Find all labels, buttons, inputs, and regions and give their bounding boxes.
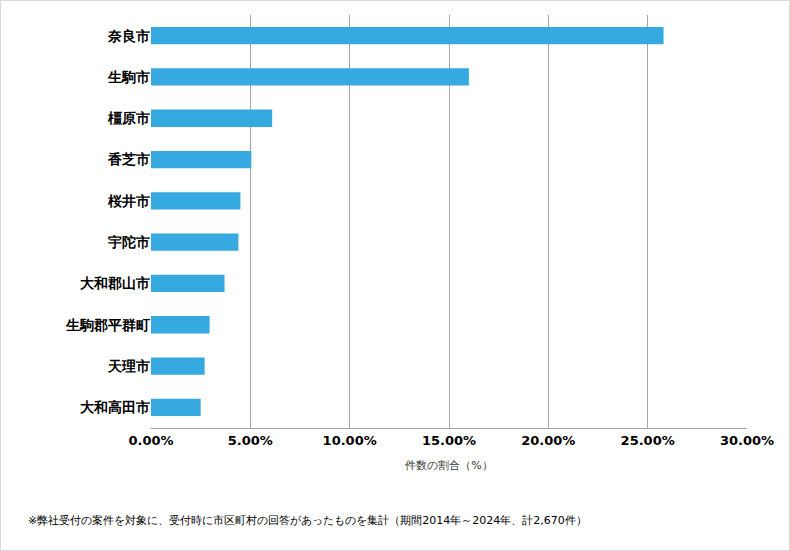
svg-text:生駒郡平群町: 生駒郡平群町 bbox=[65, 317, 150, 333]
svg-text:大和郡山市: 大和郡山市 bbox=[80, 275, 150, 291]
svg-text:25.00%: 25.00% bbox=[621, 433, 675, 448]
svg-text:橿原市: 橿原市 bbox=[107, 110, 150, 126]
svg-text:生駒市: 生駒市 bbox=[107, 69, 150, 85]
svg-text:0.00%: 0.00% bbox=[128, 433, 173, 448]
svg-text:30.00%: 30.00% bbox=[720, 433, 774, 448]
svg-text:大和高田市: 大和高田市 bbox=[80, 399, 150, 415]
svg-text:10.00%: 10.00% bbox=[323, 433, 377, 448]
svg-text:※弊社受付の案件を対象に、受付時に市区町村の回答があったもの: ※弊社受付の案件を対象に、受付時に市区町村の回答があったものを集計（期間2014… bbox=[28, 514, 587, 527]
svg-text:天理市: 天理市 bbox=[107, 358, 150, 374]
svg-text:宇陀市: 宇陀市 bbox=[108, 234, 150, 250]
svg-text:桜井市: 桜井市 bbox=[107, 193, 150, 209]
svg-text:件数の割合（%）: 件数の割合（%） bbox=[405, 459, 492, 472]
svg-text:香芝市: 香芝市 bbox=[107, 151, 150, 167]
svg-text:20.00%: 20.00% bbox=[521, 433, 575, 448]
svg-text:15.00%: 15.00% bbox=[422, 433, 476, 448]
svg-text:奈良市: 奈良市 bbox=[107, 28, 150, 44]
svg-text:5.00%: 5.00% bbox=[228, 433, 273, 448]
